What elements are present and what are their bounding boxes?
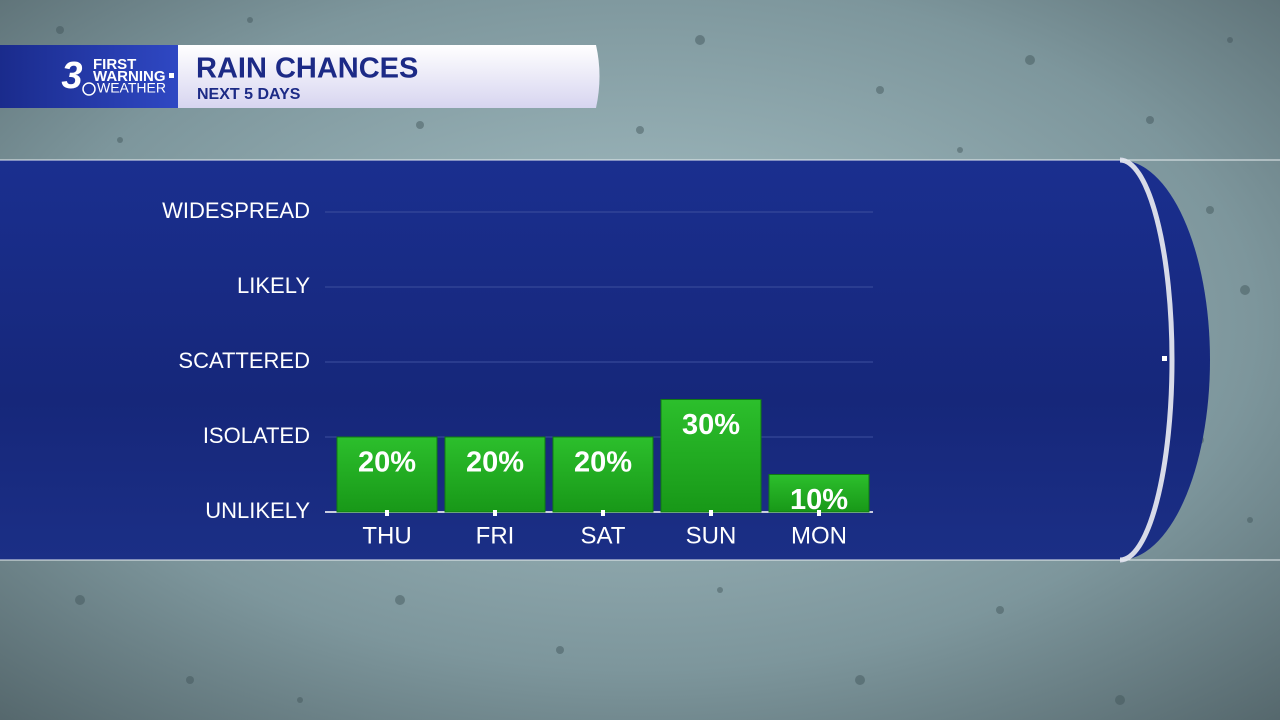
- value-label: 20%: [358, 447, 416, 479]
- x-tick-label: MON: [791, 522, 847, 549]
- y-tick-label: SCATTERED: [178, 348, 310, 373]
- bar: [336, 436, 438, 513]
- x-tick-mark: [709, 510, 713, 516]
- bar: [552, 436, 654, 513]
- logo-text: WARNING: [93, 68, 166, 85]
- y-tick-label: WIDESPREAD: [162, 198, 310, 223]
- x-tick-label: SUN: [686, 522, 737, 549]
- bar: [444, 436, 546, 513]
- logo-text: WEATHER: [97, 80, 166, 96]
- x-tick-mark: [817, 510, 821, 516]
- value-label: 20%: [574, 447, 632, 479]
- x-tick-label: SAT: [581, 522, 626, 549]
- x-tick-label: THU: [362, 522, 411, 549]
- y-tick-label: ISOLATED: [203, 423, 310, 448]
- chart-title: RAIN CHANCES: [196, 53, 418, 85]
- logo-dot: [169, 73, 174, 78]
- value-label: 20%: [466, 447, 524, 479]
- panel-dot: [1162, 356, 1167, 361]
- y-tick-label: UNLIKELY: [205, 498, 310, 523]
- logo-text: FIRST: [93, 56, 136, 73]
- bar: [660, 399, 762, 513]
- x-tick-mark: [601, 510, 605, 516]
- x-tick-label: FRI: [476, 522, 515, 549]
- y-tick-label: LIKELY: [237, 273, 310, 298]
- logo-box: [0, 45, 180, 108]
- logo-number: 3: [61, 55, 82, 97]
- logo-eye: [82, 82, 96, 96]
- chart-panel: [0, 160, 1210, 560]
- value-label: 30%: [682, 409, 740, 441]
- x-tick-mark: [385, 510, 389, 516]
- x-tick-mark: [493, 510, 497, 516]
- panel-edge: [1119, 157, 1175, 563]
- chart-subtitle: NEXT 5 DAYS: [197, 86, 301, 103]
- title-box: [178, 45, 600, 108]
